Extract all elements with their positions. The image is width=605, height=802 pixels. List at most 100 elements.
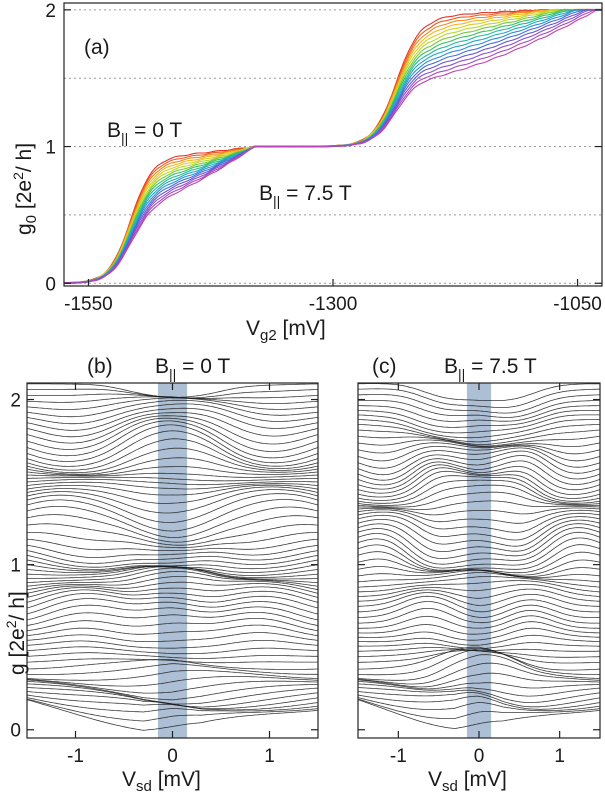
panel-b-trace <box>27 403 318 425</box>
panel-b-trace <box>27 417 318 452</box>
panel-c-trace <box>358 691 600 708</box>
panel-b-trace <box>27 570 318 587</box>
panel-b-trace <box>27 486 318 504</box>
panel-c-trace <box>358 429 600 446</box>
panel-b-trace <box>27 659 318 670</box>
panel-a-ytick-label: 0 <box>45 274 56 295</box>
panel-a-xtick-label: -1050 <box>553 294 602 315</box>
panel-b-trace <box>27 604 318 621</box>
panel-c-trace <box>358 642 600 650</box>
panel-c-trace <box>358 523 600 552</box>
panel-c-trace <box>358 455 600 481</box>
panel-c-trace <box>358 683 600 697</box>
panel-c-traces <box>358 383 600 730</box>
panel-a-annotation-low: B|| = 0 T <box>107 119 182 146</box>
panel-c-trace <box>358 511 600 533</box>
panel-c-trace <box>358 662 600 685</box>
panel-c-title: B|| = 7.5 T <box>444 355 537 382</box>
panel-c-trace <box>358 394 600 414</box>
panel-b-trace <box>27 523 318 546</box>
panel-c-trace <box>358 445 600 462</box>
panel-a-ticks: -1550 -1300 -1050 0 1 2 <box>45 1 602 315</box>
panel-a-annotation-high: B|| = 7.5 T <box>259 182 352 209</box>
panel-b-trace <box>27 564 318 573</box>
panel-b-trace <box>27 687 318 708</box>
panel-c-trace <box>358 442 600 455</box>
panel-c-trace <box>358 460 600 486</box>
panel-b-trace <box>27 670 318 681</box>
panel-b-xtick-label: 0 <box>167 746 178 767</box>
panel-c-trace <box>358 634 600 646</box>
panel-c-trace <box>358 419 600 439</box>
panel-c-trace <box>358 491 600 508</box>
panel-c-trace <box>358 646 600 671</box>
panel-b-trace <box>27 514 318 543</box>
panel-b-trace <box>27 484 318 496</box>
panel-c-trace <box>358 435 600 447</box>
panel-b-trace <box>27 538 318 551</box>
panel-b-trace <box>27 698 318 722</box>
panel-b-trace <box>27 478 318 486</box>
panel-c-trace <box>358 470 600 499</box>
panel-b-xtick-label: 1 <box>264 746 275 767</box>
panel-b-trace <box>27 640 318 649</box>
panel-c-trace <box>358 647 600 652</box>
panel-b-trace <box>27 438 318 471</box>
panel-b-trace <box>27 567 318 583</box>
panel-b-shaded-band <box>157 383 188 738</box>
panel-c-trace <box>358 467 600 495</box>
panel-b-trace <box>27 612 318 626</box>
panel-c-trace <box>358 484 600 506</box>
panel-b-trace <box>27 489 318 514</box>
panel-c-trace <box>358 694 600 710</box>
panel-b-trace <box>27 412 318 438</box>
panel-c-xtick-label: -1 <box>390 746 407 767</box>
panel-b-trace <box>27 505 318 538</box>
panel-c-trace <box>358 697 600 712</box>
panel-b-trace <box>27 399 318 418</box>
panel-a-ylabel: g0 [2e2/ h] <box>10 143 40 235</box>
panel-c-trace <box>358 588 600 602</box>
panel-b-ylabel: g [2e2/ h] <box>3 591 29 675</box>
panel-b-trace <box>27 676 318 687</box>
panel-b-trace <box>27 589 318 603</box>
panel-b-label: (b) <box>87 355 113 378</box>
panel-c-trace <box>358 450 600 476</box>
panel-c-trace <box>358 500 600 511</box>
panel-b-trace <box>27 576 318 591</box>
panel-b-trace <box>27 555 318 568</box>
panel-b-trace <box>27 697 318 713</box>
panel-b-trace <box>27 699 318 731</box>
panel-c-trace <box>358 479 600 504</box>
panel-b-title: B|| = 0 T <box>155 355 230 382</box>
panel-b-trace <box>27 472 318 478</box>
panel-b-trace <box>27 618 318 632</box>
panel-c-trace <box>358 409 600 428</box>
panel-a: -1550 -1300 -1050 0 1 2 (a) B|| = 0 T B|| = 7… <box>10 1 603 344</box>
panel-c-trace <box>358 608 600 624</box>
panel-c-trace <box>358 509 600 524</box>
panel-c-trace <box>358 399 600 418</box>
panel-c-trace <box>358 447 600 469</box>
panel-b-trace <box>27 493 318 523</box>
panel-a-xtick-label: -1300 <box>309 294 358 315</box>
panel-c-trace <box>358 514 600 541</box>
panel-a-ytick-label: 1 <box>45 138 56 159</box>
panel-c-trace <box>358 464 600 491</box>
panel-c-trace <box>358 544 600 571</box>
panel-b-trace <box>27 683 318 705</box>
panel-c-trace <box>358 507 600 516</box>
panel-b-trace <box>27 499 318 532</box>
panel-c-trace <box>358 405 600 422</box>
panel-b: -1 0 1 0 1 2 (b) B|| = 0 T Vsd [mV] g [2e2/ h… <box>3 355 319 795</box>
panel-a-ytick-label: 2 <box>45 1 56 22</box>
panel-c-xtick-label: 0 <box>474 746 485 767</box>
panel-b-trace <box>27 420 318 459</box>
panel-b-trace <box>27 663 318 675</box>
panel-c-trace <box>358 595 600 613</box>
panel-b-trace <box>27 559 318 570</box>
panel-a-xtick-label: -1550 <box>64 294 113 315</box>
panel-b-trace <box>27 430 318 467</box>
panel-b-trace <box>27 457 318 475</box>
